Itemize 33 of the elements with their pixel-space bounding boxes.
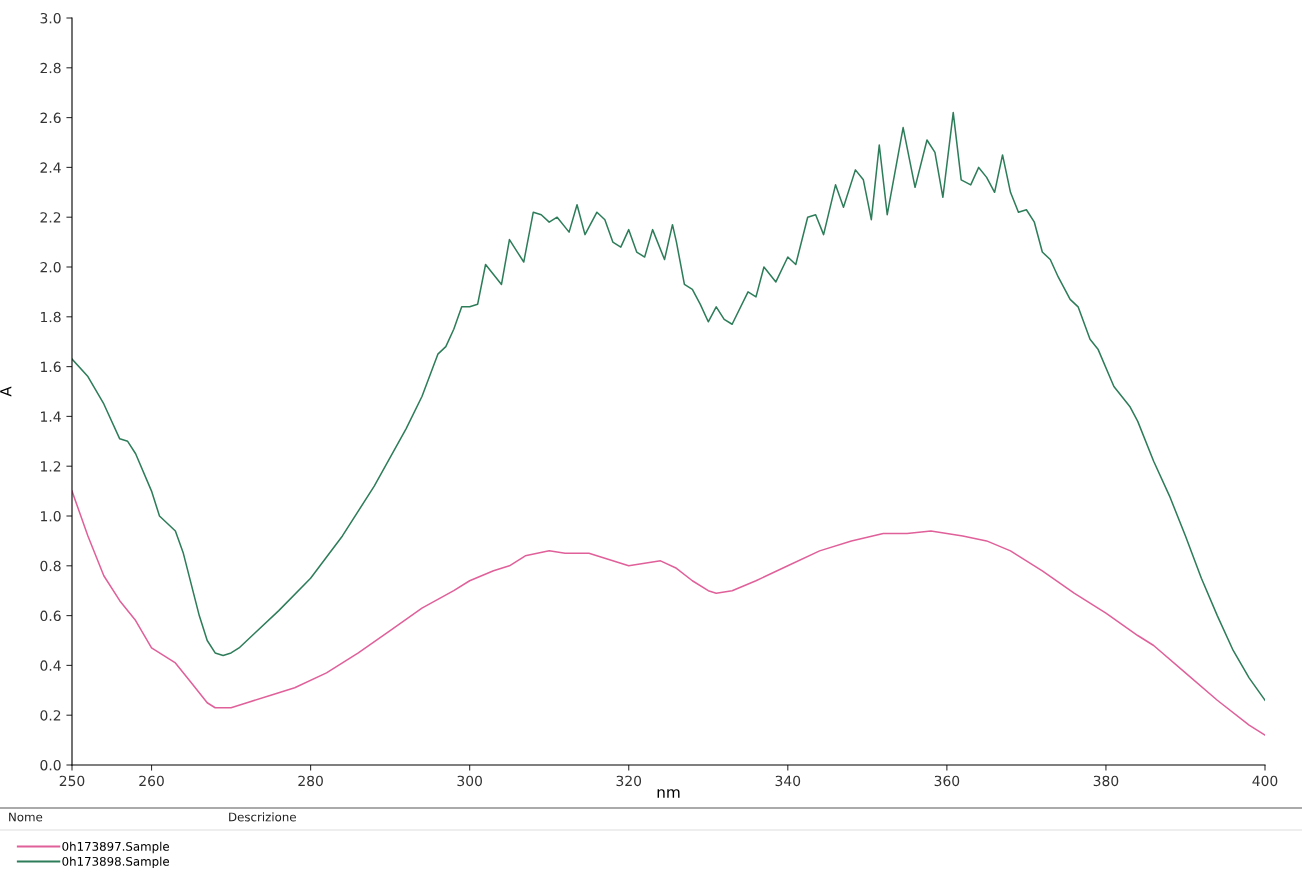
y-tick-label: 2.4: [40, 162, 61, 173]
line-series: [72, 490, 1265, 736]
y-tick-label: 1.4: [41, 411, 61, 422]
text: Nome: [9, 812, 43, 822]
y-tick-label: 1.2: [41, 461, 61, 472]
x-axis-title: nm: [657, 789, 680, 798]
y-tick-label: 0.2: [40, 710, 61, 721]
y-tick-label: 0.0: [40, 759, 61, 771]
x-tick-label: 280: [298, 775, 323, 787]
y-tick-label: 2.2: [40, 212, 61, 223]
y-tick-label: 0.8: [40, 560, 61, 572]
y-tick-label: 1.6: [41, 361, 61, 373]
legend-label: 0h173898.Sample: [62, 856, 170, 869]
y-tick-label: 2.0: [40, 261, 61, 273]
y-tick-label: 0.6: [40, 610, 61, 622]
y-axis-title: A: [0, 386, 12, 397]
x-tick-label: 400: [1252, 775, 1278, 787]
x-tick-label: 260: [139, 775, 164, 787]
y-tick-label: 1.8: [41, 311, 61, 323]
x-tick-label: 300: [457, 775, 482, 787]
legend-label: 0h173897.Sample: [62, 841, 170, 854]
x-tick-label: 340: [775, 775, 801, 787]
y-tick-label: 1.0: [41, 510, 61, 522]
y-tick-label: 3.0: [40, 12, 61, 24]
x-tick-label: 320: [616, 775, 642, 787]
x-tick-label: 360: [934, 775, 960, 787]
y-tick-label: 2.6: [40, 112, 61, 124]
y-tick-label: 2.8: [40, 62, 61, 74]
x-tick-label: 250: [59, 775, 85, 787]
x-tick-label: 380: [1093, 775, 1119, 787]
line-series: [72, 111, 1265, 702]
y-tick-label: 0.4: [40, 660, 61, 671]
text: Descrizione: [229, 812, 296, 822]
